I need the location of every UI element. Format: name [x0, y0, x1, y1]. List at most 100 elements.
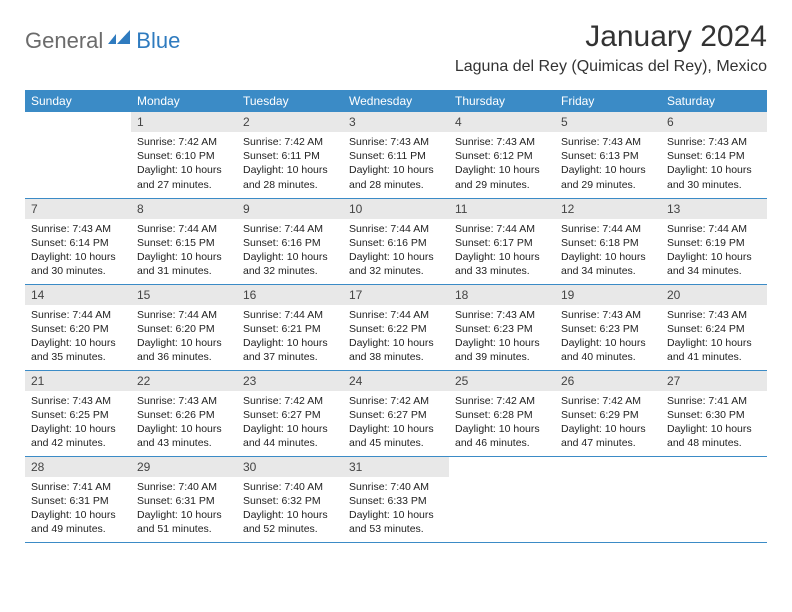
day-number: 13 [661, 199, 767, 219]
daylight-line: Daylight: 10 hours and 36 minutes. [137, 336, 231, 364]
day-text: Sunrise: 7:40 AMSunset: 6:33 PMDaylight:… [343, 477, 449, 541]
calendar-week: 14Sunrise: 7:44 AMSunset: 6:20 PMDayligh… [25, 284, 767, 370]
day-text: Sunrise: 7:44 AMSunset: 6:22 PMDaylight:… [343, 305, 449, 369]
day-number: 20 [661, 285, 767, 305]
day-text: Sunrise: 7:42 AMSunset: 6:29 PMDaylight:… [555, 391, 661, 455]
day-number: 21 [25, 371, 131, 391]
day-number: 2 [237, 112, 343, 132]
day-text: Sunrise: 7:44 AMSunset: 6:20 PMDaylight:… [131, 305, 237, 369]
daylight-line: Daylight: 10 hours and 53 minutes. [349, 508, 443, 536]
day-number: 8 [131, 199, 237, 219]
day-header: Thursday [449, 90, 555, 112]
day-text: Sunrise: 7:42 AMSunset: 6:27 PMDaylight:… [237, 391, 343, 455]
day-text: Sunrise: 7:44 AMSunset: 6:17 PMDaylight:… [449, 219, 555, 283]
day-number: 9 [237, 199, 343, 219]
logo-text-general: General [25, 28, 103, 54]
daylight-line: Daylight: 10 hours and 35 minutes. [31, 336, 125, 364]
day-header: Monday [131, 90, 237, 112]
calendar-cell: 17Sunrise: 7:44 AMSunset: 6:22 PMDayligh… [343, 284, 449, 370]
calendar-week: 1Sunrise: 7:42 AMSunset: 6:10 PMDaylight… [25, 112, 767, 198]
sunrise-line: Sunrise: 7:43 AM [31, 394, 125, 408]
sunrise-line: Sunrise: 7:43 AM [455, 135, 549, 149]
sunrise-line: Sunrise: 7:44 AM [561, 222, 655, 236]
day-number: 25 [449, 371, 555, 391]
day-number: 30 [237, 457, 343, 477]
calendar-cell: 1Sunrise: 7:42 AMSunset: 6:10 PMDaylight… [131, 112, 237, 198]
header: General Blue January 2024 Laguna del Rey… [25, 20, 767, 76]
sunset-line: Sunset: 6:15 PM [137, 236, 231, 250]
calendar-cell: 8Sunrise: 7:44 AMSunset: 6:15 PMDaylight… [131, 198, 237, 284]
day-text: Sunrise: 7:44 AMSunset: 6:16 PMDaylight:… [237, 219, 343, 283]
day-text: Sunrise: 7:40 AMSunset: 6:31 PMDaylight:… [131, 477, 237, 541]
sunset-line: Sunset: 6:27 PM [349, 408, 443, 422]
sunrise-line: Sunrise: 7:42 AM [561, 394, 655, 408]
calendar-cell: 5Sunrise: 7:43 AMSunset: 6:13 PMDaylight… [555, 112, 661, 198]
sunrise-line: Sunrise: 7:44 AM [137, 308, 231, 322]
calendar-cell: 14Sunrise: 7:44 AMSunset: 6:20 PMDayligh… [25, 284, 131, 370]
sunset-line: Sunset: 6:14 PM [667, 149, 761, 163]
calendar-cell: 16Sunrise: 7:44 AMSunset: 6:21 PMDayligh… [237, 284, 343, 370]
calendar-cell: 29Sunrise: 7:40 AMSunset: 6:31 PMDayligh… [131, 456, 237, 542]
day-text: Sunrise: 7:44 AMSunset: 6:16 PMDaylight:… [343, 219, 449, 283]
calendar-cell: 6Sunrise: 7:43 AMSunset: 6:14 PMDaylight… [661, 112, 767, 198]
sunset-line: Sunset: 6:20 PM [31, 322, 125, 336]
day-number: 16 [237, 285, 343, 305]
day-text: Sunrise: 7:42 AMSunset: 6:28 PMDaylight:… [449, 391, 555, 455]
sunset-line: Sunset: 6:24 PM [667, 322, 761, 336]
calendar-table: SundayMondayTuesdayWednesdayThursdayFrid… [25, 90, 767, 543]
day-text: Sunrise: 7:44 AMSunset: 6:20 PMDaylight:… [25, 305, 131, 369]
sunrise-line: Sunrise: 7:43 AM [667, 135, 761, 149]
day-number: 27 [661, 371, 767, 391]
calendar-week: 28Sunrise: 7:41 AMSunset: 6:31 PMDayligh… [25, 456, 767, 542]
sunrise-line: Sunrise: 7:43 AM [31, 222, 125, 236]
day-header: Wednesday [343, 90, 449, 112]
calendar-cell: 28Sunrise: 7:41 AMSunset: 6:31 PMDayligh… [25, 456, 131, 542]
day-text: Sunrise: 7:44 AMSunset: 6:18 PMDaylight:… [555, 219, 661, 283]
calendar-cell: 24Sunrise: 7:42 AMSunset: 6:27 PMDayligh… [343, 370, 449, 456]
daylight-line: Daylight: 10 hours and 34 minutes. [667, 250, 761, 278]
day-text: Sunrise: 7:42 AMSunset: 6:27 PMDaylight:… [343, 391, 449, 455]
calendar-week: 7Sunrise: 7:43 AMSunset: 6:14 PMDaylight… [25, 198, 767, 284]
day-number: 24 [343, 371, 449, 391]
sunrise-line: Sunrise: 7:43 AM [561, 308, 655, 322]
sunrise-line: Sunrise: 7:44 AM [31, 308, 125, 322]
calendar-cell: 2Sunrise: 7:42 AMSunset: 6:11 PMDaylight… [237, 112, 343, 198]
day-number: 1 [131, 112, 237, 132]
daylight-line: Daylight: 10 hours and 37 minutes. [243, 336, 337, 364]
day-number: 22 [131, 371, 237, 391]
location: Laguna del Rey (Quimicas del Rey), Mexic… [455, 58, 767, 76]
day-header: Sunday [25, 90, 131, 112]
day-text: Sunrise: 7:44 AMSunset: 6:21 PMDaylight:… [237, 305, 343, 369]
daylight-line: Daylight: 10 hours and 43 minutes. [137, 422, 231, 450]
sunrise-line: Sunrise: 7:42 AM [455, 394, 549, 408]
sunrise-line: Sunrise: 7:44 AM [349, 222, 443, 236]
calendar-cell: 19Sunrise: 7:43 AMSunset: 6:23 PMDayligh… [555, 284, 661, 370]
day-text: Sunrise: 7:44 AMSunset: 6:19 PMDaylight:… [661, 219, 767, 283]
sunset-line: Sunset: 6:31 PM [137, 494, 231, 508]
daylight-line: Daylight: 10 hours and 28 minutes. [349, 163, 443, 191]
calendar-cell: 30Sunrise: 7:40 AMSunset: 6:32 PMDayligh… [237, 456, 343, 542]
daylight-line: Daylight: 10 hours and 40 minutes. [561, 336, 655, 364]
daylight-line: Daylight: 10 hours and 45 minutes. [349, 422, 443, 450]
daylight-line: Daylight: 10 hours and 39 minutes. [455, 336, 549, 364]
calendar-cell: 31Sunrise: 7:40 AMSunset: 6:33 PMDayligh… [343, 456, 449, 542]
calendar-cell: 13Sunrise: 7:44 AMSunset: 6:19 PMDayligh… [661, 198, 767, 284]
day-number: 29 [131, 457, 237, 477]
calendar-cell [661, 456, 767, 542]
daylight-line: Daylight: 10 hours and 28 minutes. [243, 163, 337, 191]
day-number: 11 [449, 199, 555, 219]
day-text: Sunrise: 7:43 AMSunset: 6:26 PMDaylight:… [131, 391, 237, 455]
day-text: Sunrise: 7:42 AMSunset: 6:11 PMDaylight:… [237, 132, 343, 196]
sunset-line: Sunset: 6:16 PM [349, 236, 443, 250]
daylight-line: Daylight: 10 hours and 32 minutes. [349, 250, 443, 278]
day-number: 7 [25, 199, 131, 219]
logo-wave-icon [108, 30, 134, 53]
day-text: Sunrise: 7:40 AMSunset: 6:32 PMDaylight:… [237, 477, 343, 541]
sunrise-line: Sunrise: 7:43 AM [349, 135, 443, 149]
daylight-line: Daylight: 10 hours and 51 minutes. [137, 508, 231, 536]
day-number: 14 [25, 285, 131, 305]
sunset-line: Sunset: 6:28 PM [455, 408, 549, 422]
title-block: January 2024 Laguna del Rey (Quimicas de… [455, 20, 767, 76]
calendar-cell: 10Sunrise: 7:44 AMSunset: 6:16 PMDayligh… [343, 198, 449, 284]
calendar-week: 21Sunrise: 7:43 AMSunset: 6:25 PMDayligh… [25, 370, 767, 456]
